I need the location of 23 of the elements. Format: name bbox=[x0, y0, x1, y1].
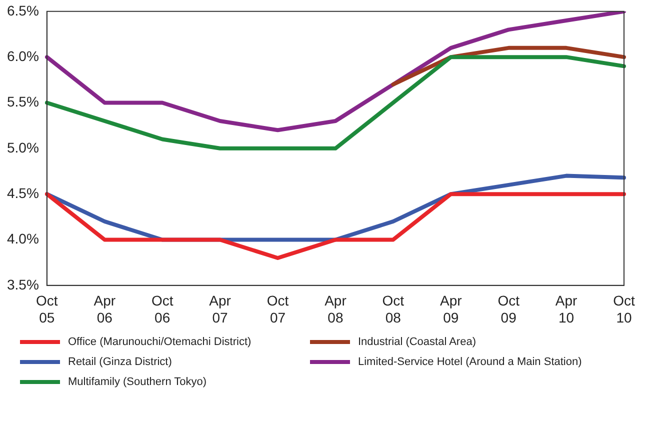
y-tick-label: 4.0% bbox=[6, 230, 39, 247]
y-tick-label: 5.5% bbox=[6, 94, 39, 110]
x-tick-label: Apr 08 bbox=[324, 292, 347, 326]
x-tick-label: Oct 07 bbox=[266, 292, 289, 326]
x-tick-label: Apr 07 bbox=[209, 292, 232, 326]
x-tick-label: Oct 06 bbox=[151, 292, 174, 326]
x-tick-label: Oct 05 bbox=[36, 292, 58, 326]
x-tick-label: Apr 09 bbox=[440, 292, 462, 326]
legend-label: Industrial (Coastal Area) bbox=[358, 336, 476, 348]
x-tick-label: Oct 08 bbox=[382, 292, 404, 326]
legend-label: Retail (Ginza District) bbox=[68, 356, 172, 368]
x-tick-label: Apr 06 bbox=[94, 292, 116, 326]
y-tick-label: 6.0% bbox=[6, 48, 39, 64]
y-tick-label: 4.5% bbox=[6, 184, 39, 201]
x-tick-label: Oct 09 bbox=[498, 292, 520, 326]
x-tick-label: Apr 10 bbox=[555, 292, 578, 326]
y-tick-label: 6.5% bbox=[6, 2, 39, 18]
x-tick-label: Oct 10 bbox=[613, 292, 635, 326]
y-tick-label: 5.0% bbox=[6, 139, 39, 156]
legend-label: Limited-Service Hotel (Around a Main Station) bbox=[358, 356, 582, 368]
y-tick-label: 3.5% bbox=[6, 276, 39, 292]
legend-label: Multifamily (Southern Tokyo) bbox=[68, 376, 207, 388]
legend-label: Office (Marunouchi/Otemachi District) bbox=[68, 336, 252, 348]
